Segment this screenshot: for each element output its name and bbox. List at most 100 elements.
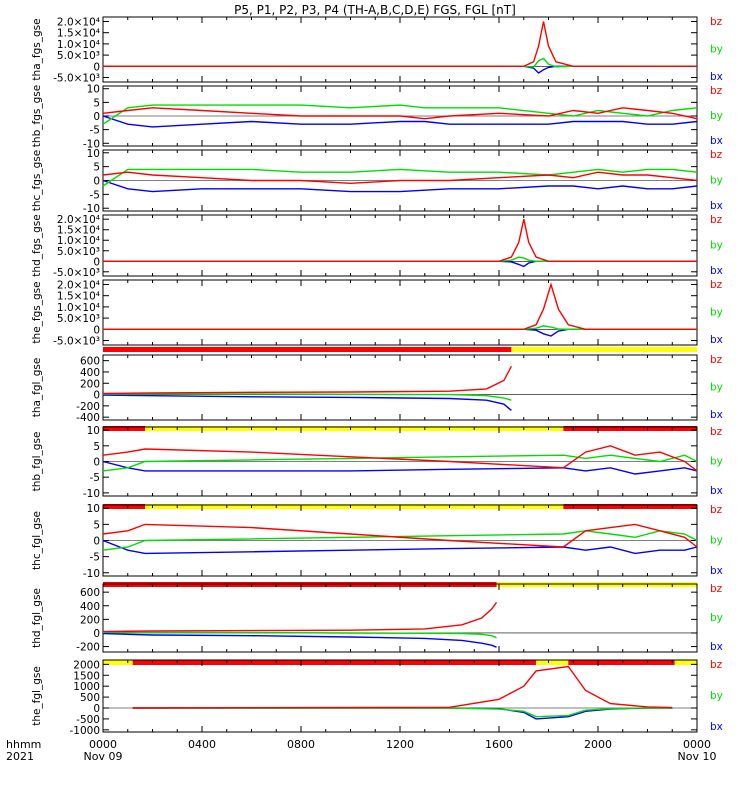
x-tick-label: 0000 bbox=[683, 738, 711, 751]
y-tick-label: 0 bbox=[93, 457, 100, 469]
y-tick-label: 200 bbox=[80, 614, 100, 626]
y-tick-label: 1.0×10⁴ bbox=[57, 39, 100, 51]
series-line-bz bbox=[102, 107, 698, 120]
y-tick-label: 200 bbox=[80, 378, 100, 390]
y-tick-label: 10 bbox=[87, 148, 100, 160]
x-tick-label: 2000 bbox=[584, 738, 612, 751]
legend-entry-bz: bz bbox=[710, 85, 723, 97]
series-line-by bbox=[103, 631, 497, 639]
status-bar-segment bbox=[536, 660, 569, 665]
status-bar-segment bbox=[103, 504, 146, 509]
y-tick-label: 5.0×10³ bbox=[57, 313, 100, 325]
y-tick-label: 10 bbox=[87, 84, 100, 96]
panel-8: 10 5 0 -5 -10 thc_fgl_gse bz by bx bbox=[31, 503, 723, 580]
status-bar-segment bbox=[511, 347, 697, 352]
y-tick-label: -5 bbox=[90, 552, 100, 564]
series-line-bz bbox=[102, 523, 698, 548]
series-line-bz bbox=[132, 665, 673, 709]
y-tick-label: 1500 bbox=[73, 670, 100, 682]
y-tick-label: 5.0×10³ bbox=[57, 50, 100, 62]
x-tick-label: 1600 bbox=[485, 738, 513, 751]
status-bar-segment bbox=[674, 660, 697, 665]
panel-frame bbox=[102, 279, 698, 346]
y-tick-label: 5 bbox=[93, 519, 100, 531]
panel-frame bbox=[102, 583, 698, 653]
panel-3: 10 5 0-5 -10 thc_fgs_gse bz by bx bbox=[31, 148, 723, 215]
y-tick-label: 0 bbox=[93, 324, 100, 336]
status-bar-segment bbox=[145, 426, 564, 431]
y-tick-label: -10 bbox=[83, 138, 100, 150]
y-tick-label: -200 bbox=[76, 401, 100, 413]
x-date-label: Nov 09 bbox=[84, 750, 123, 763]
legend-entry-bx: bx bbox=[710, 721, 723, 733]
legend-entry-by: by bbox=[710, 175, 723, 187]
series-line-by bbox=[132, 707, 673, 718]
y-tick-label: 1.0×10⁴ bbox=[57, 235, 100, 247]
y-tick-label: 5 bbox=[93, 162, 100, 174]
series-line-bx bbox=[103, 65, 697, 74]
y-tick-label: 1.5×10⁴ bbox=[57, 225, 100, 237]
legend-entry-bz: bz bbox=[710, 354, 723, 366]
y-tick-label: -5.0×10³ bbox=[53, 336, 100, 348]
y-tick-label: 0 bbox=[93, 61, 100, 73]
y-tick-label: 1.5×10⁴ bbox=[57, 28, 100, 40]
legend-entry-bx: bx bbox=[710, 200, 723, 212]
series-line-by bbox=[103, 325, 697, 330]
status-bar-segment bbox=[103, 660, 133, 665]
y-tick-label: 0 bbox=[93, 176, 100, 188]
y-tick-label: 0 bbox=[93, 256, 100, 268]
y-tick-label: 1.5×10⁴ bbox=[57, 291, 100, 303]
y-axis-label: thc_fgs_gse bbox=[31, 150, 43, 211]
y-tick-label: 600 bbox=[80, 587, 100, 599]
series-line-by bbox=[102, 168, 698, 187]
y-tick-label: 2000 bbox=[73, 659, 100, 671]
y-axis-label: thb_fgl_gse bbox=[31, 432, 43, 492]
y-tick-label: -5.0×10³ bbox=[53, 73, 100, 85]
legend-entry-bx: bx bbox=[710, 565, 723, 577]
time-axis-left-year: 2021 bbox=[6, 750, 34, 763]
status-bar-segment bbox=[103, 426, 146, 431]
x-tick-label: 1200 bbox=[386, 738, 414, 751]
legend-entry-bz: bz bbox=[710, 279, 723, 291]
y-tick-label: -5 bbox=[90, 472, 100, 484]
series-line-by bbox=[103, 393, 512, 401]
series-line-bx bbox=[102, 394, 512, 411]
y-tick-label: 400 bbox=[80, 601, 100, 613]
y-axis-label: thb_fgs_gse bbox=[31, 85, 43, 147]
x-tick-label: 0800 bbox=[287, 738, 315, 751]
series-line-bz bbox=[103, 219, 697, 262]
y-axis-label: tha_fgl_gse bbox=[31, 358, 43, 418]
legend-entry-bx: bx bbox=[710, 409, 723, 421]
time-axis-left-label: hhmm bbox=[6, 738, 41, 751]
legend-entry-bx: bx bbox=[710, 71, 723, 83]
series-line-bx bbox=[102, 115, 698, 128]
series-line-bz bbox=[102, 171, 698, 185]
legend-entry-by: by bbox=[710, 44, 723, 56]
series-line-bx bbox=[103, 260, 697, 268]
y-tick-label: 10 bbox=[87, 503, 100, 515]
series-line-bx bbox=[103, 328, 697, 337]
chart-title: P5, P1, P2, P3, P4 (TH-A,B,C,D,E) FGS, F… bbox=[234, 3, 516, 17]
legend-entry-bx: bx bbox=[710, 135, 723, 147]
legend-entry-bx: bx bbox=[710, 641, 723, 653]
legend-entry-bx: bx bbox=[710, 334, 723, 346]
y-tick-label: -5 bbox=[90, 189, 100, 201]
y-tick-label: -10 bbox=[83, 488, 100, 500]
y-tick-label: 0 bbox=[93, 111, 100, 123]
status-bar-segment bbox=[145, 504, 564, 509]
y-tick-label: 500 bbox=[80, 692, 100, 704]
legend-entry-bx: bx bbox=[710, 265, 723, 277]
y-tick-label: 10 bbox=[87, 425, 100, 437]
status-bar-segment bbox=[563, 504, 697, 509]
legend-entry-bz: bz bbox=[710, 16, 723, 28]
status-bar-segment bbox=[568, 660, 675, 665]
y-tick-label: -1000 bbox=[69, 725, 100, 737]
series-line-bz bbox=[103, 282, 697, 330]
y-tick-label: -5.0×10³ bbox=[53, 267, 100, 279]
series-line-by bbox=[103, 57, 697, 68]
series-line-bz bbox=[103, 21, 697, 68]
